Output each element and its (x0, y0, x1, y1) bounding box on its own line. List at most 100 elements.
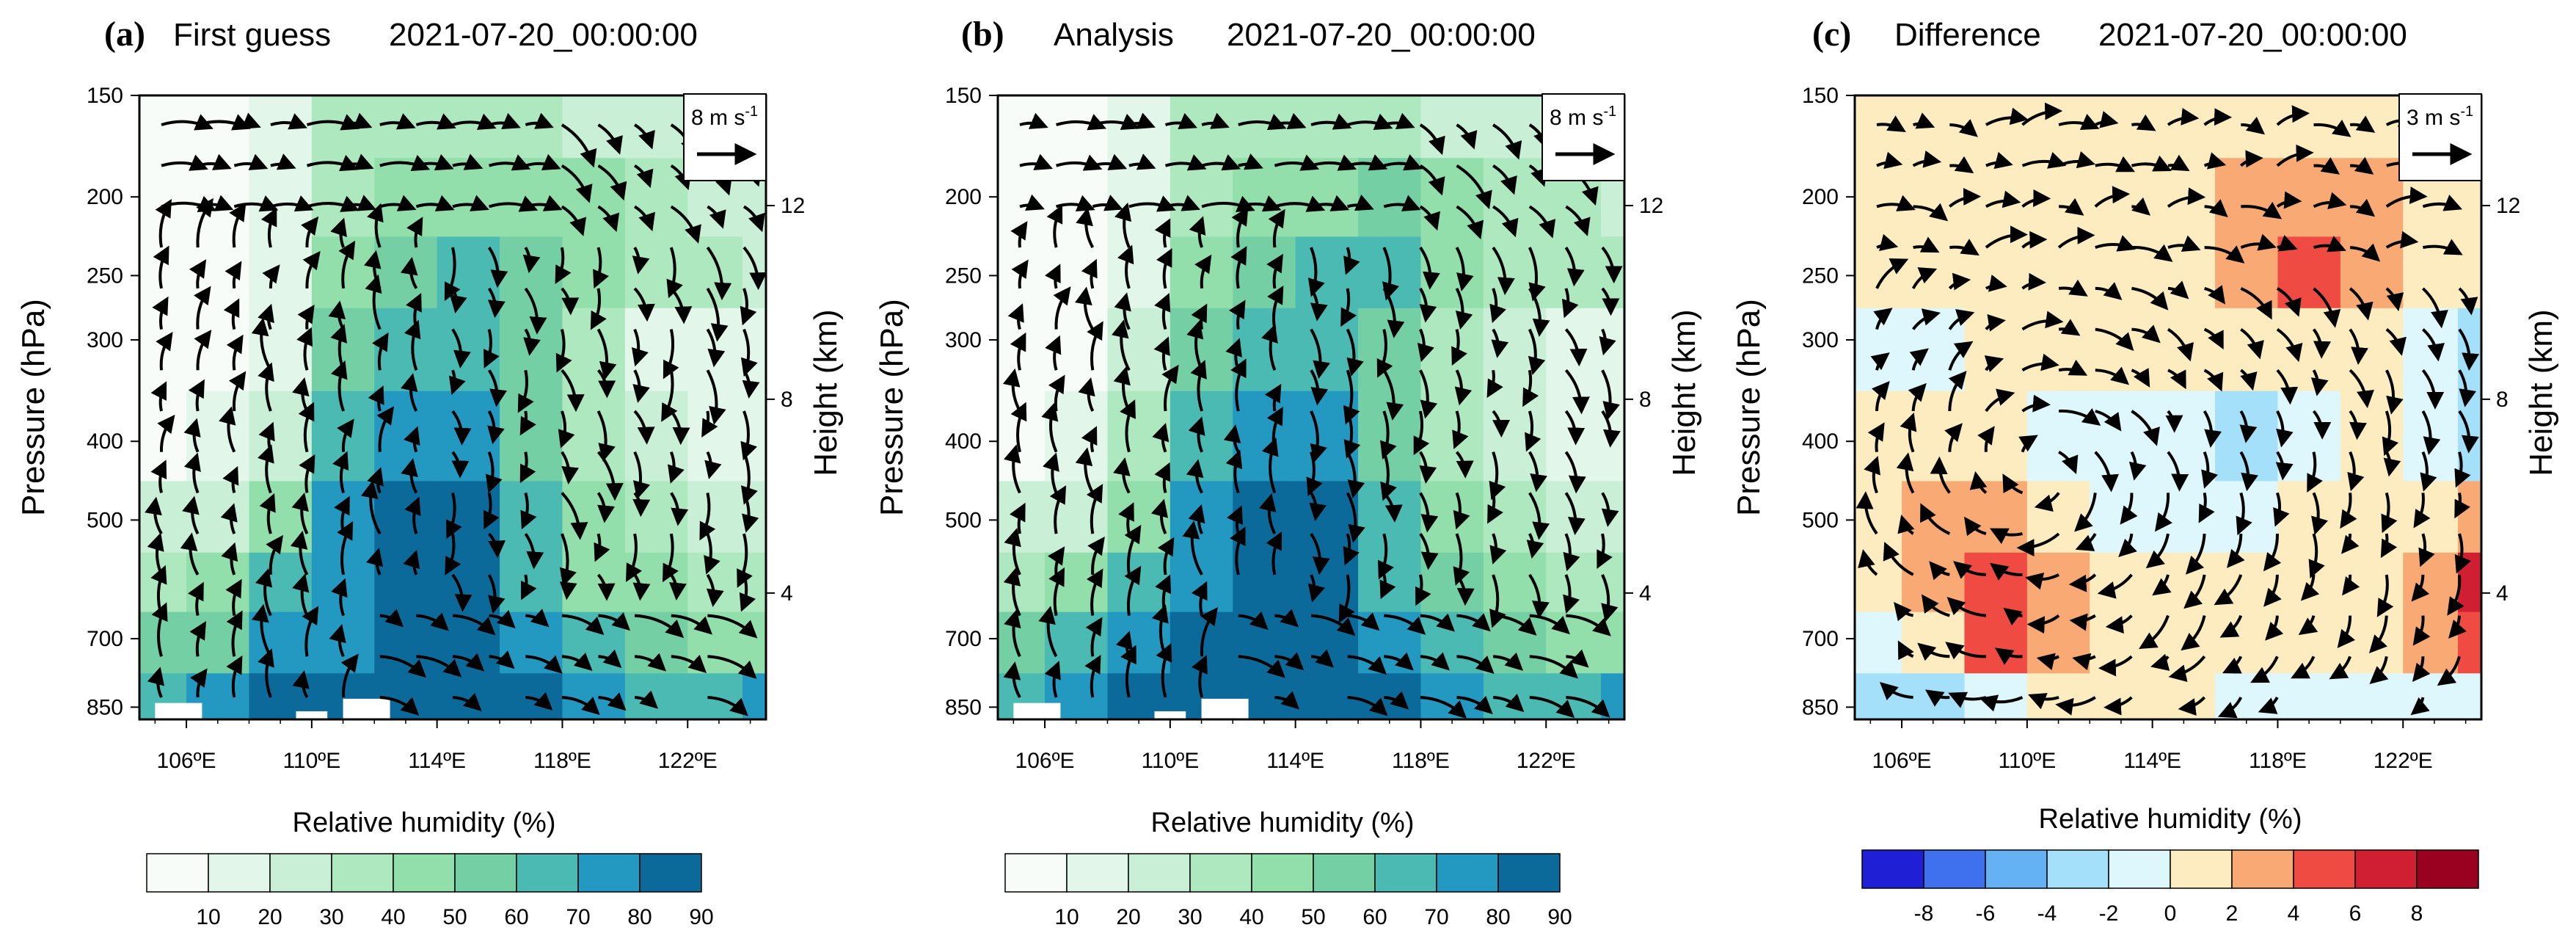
panel-b-colorbar: 10 20 30 40 50 60 70 80 90 (1004, 853, 1572, 929)
wind-vector (1597, 533, 1613, 569)
wind-vector (1186, 459, 1204, 494)
colorbar-swatch (1251, 853, 1314, 893)
wind-vector (1979, 694, 2024, 712)
wind-vector (2342, 574, 2360, 596)
wind-vector (596, 492, 616, 523)
humidity-cell (1295, 611, 1359, 674)
wind-vector (2437, 656, 2461, 686)
colorbar-swatch (1985, 849, 2048, 889)
wind-vector (2021, 189, 2051, 208)
terrain-mask (343, 698, 390, 719)
wind-vector (155, 199, 172, 248)
wind-vector (226, 610, 243, 657)
wind-vector (1876, 233, 1899, 252)
wind-vector (1564, 451, 1586, 494)
humidity-cell (437, 552, 500, 612)
wind-vector (147, 667, 164, 698)
panel-b-colorbar-label: Relative humidity (%) (1151, 807, 1415, 838)
wind-vector (2236, 492, 2252, 536)
wind-vector (1086, 568, 1103, 616)
pressure-tick-label: 400 (945, 429, 982, 454)
wind-vector (2095, 366, 2130, 385)
humidity-cell (998, 611, 1046, 674)
wind-vector (260, 207, 277, 248)
wind-vector (1383, 154, 1423, 171)
wind-vector (2313, 157, 2340, 175)
wind-vector (561, 287, 580, 316)
humidity-cell (2152, 672, 2216, 720)
wind-vector (706, 573, 724, 608)
wind-vector (1944, 423, 1963, 452)
wind-vector (704, 533, 720, 575)
humidity-cell (2026, 95, 2090, 159)
wind-vector (1948, 341, 1974, 371)
humidity-cell (1855, 480, 1902, 553)
panel-a-height-axis: 12 8 4 (766, 194, 805, 606)
wind-vector (1120, 399, 1136, 453)
wind-vector (1486, 369, 1503, 399)
wind-vector (525, 691, 553, 711)
wind-vector (1164, 112, 1198, 130)
wind-vector (233, 153, 269, 170)
wind-vector (1566, 649, 1589, 668)
wind-vector (360, 480, 382, 535)
wind-vector (2021, 102, 2063, 126)
wind-vector (1003, 661, 1021, 698)
wind-vector (1419, 123, 1445, 156)
wind-vector (233, 112, 261, 129)
colorbar-swatch (269, 853, 332, 893)
wind-vector (2385, 186, 2428, 208)
pressure-tick-label: 850 (945, 695, 982, 719)
wind-vector (2240, 287, 2272, 320)
wind-vector (1086, 484, 1103, 534)
pressure-tick-label: 500 (945, 508, 982, 532)
wind-vector (596, 451, 624, 501)
wind-vector (1858, 549, 1878, 576)
wind-vector (2263, 534, 2282, 572)
wind-vector (1601, 574, 1619, 622)
wind-vector (1268, 208, 1285, 248)
wind-vector (1883, 541, 1914, 576)
wind-vector (404, 319, 421, 371)
wind-vector (2214, 574, 2243, 606)
wind-vector (156, 332, 173, 371)
wind-vector (737, 533, 753, 588)
wind-vector (1201, 154, 1241, 171)
wind-vector (2025, 573, 2059, 590)
wind-vector (2276, 144, 2314, 167)
panel-a-reference-vector-label: 8 m s-1 (691, 104, 758, 130)
pressure-tick-label: 400 (87, 429, 123, 454)
wind-vector (1451, 329, 1467, 366)
wind-vector (338, 240, 356, 289)
wind-vector (742, 369, 760, 399)
colorbar-tick-label: 20 (258, 905, 282, 929)
wind-vector (1911, 308, 1941, 330)
wind-vector (2421, 369, 2445, 410)
wind-vector (302, 250, 321, 288)
panel-c-pressure-axis: 150 200 250 300 400 500 700 850 (1802, 84, 1855, 719)
wind-vector (2349, 328, 2368, 366)
wind-vector (1011, 259, 1029, 289)
wind-vector (1046, 204, 1063, 248)
wind-vector (1949, 239, 1980, 256)
wind-vector (1238, 655, 1285, 678)
panel-c-reference-vector: 3 m s-1 (2398, 93, 2482, 181)
wind-vector (2227, 534, 2245, 568)
colorbar-swatch (639, 853, 702, 893)
wind-vector (1876, 195, 1916, 211)
humidity-cell (500, 672, 563, 720)
wind-vector (2058, 197, 2084, 216)
wind-vector (1053, 286, 1071, 330)
wind-vector (1528, 287, 1550, 337)
wind-vector (1044, 661, 1061, 698)
wind-vector (2458, 287, 2478, 316)
wind-vector (183, 418, 201, 453)
wind-vector (1230, 358, 1247, 412)
wind-vector (2418, 533, 2435, 567)
humidity-cell (624, 391, 688, 482)
wind-vector (597, 205, 620, 233)
wind-vector (2275, 451, 2294, 481)
wind-vector (2058, 319, 2081, 336)
wind-vector (2385, 230, 2419, 249)
wind-vector (2028, 693, 2059, 710)
